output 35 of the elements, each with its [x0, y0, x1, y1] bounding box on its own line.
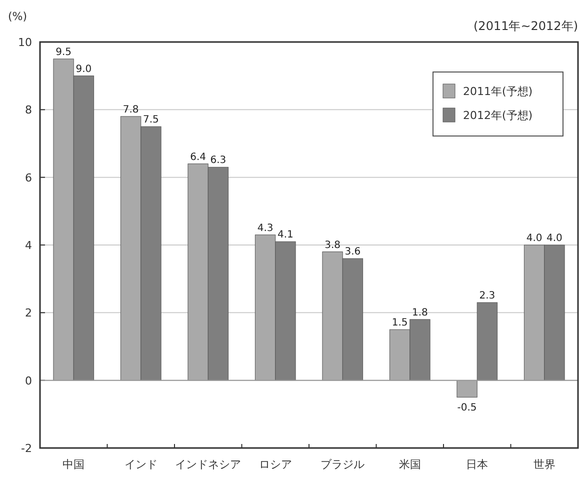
data-label: 4.1 [278, 230, 294, 241]
x-tick-label: ロシア [258, 458, 292, 471]
data-label: 6.3 [210, 155, 226, 166]
y-tick-label: 10 [18, 36, 32, 49]
y-axis-title: (%) [8, 10, 28, 23]
data-label: 7.8 [122, 104, 139, 116]
data-label: 6.4 [190, 152, 206, 163]
data-label: 3.6 [344, 246, 361, 258]
x-tick-label: 中国 [62, 458, 85, 471]
y-tick-label: 0 [25, 374, 32, 388]
data-label: 1.5 [392, 318, 408, 329]
x-tick-label: 米国 [398, 458, 421, 471]
x-tick-label: ブラジル [320, 458, 365, 471]
x-tick-label: 日本 [466, 458, 488, 471]
data-label: 7.5 [143, 114, 159, 126]
y-tick-label: 6 [25, 171, 32, 184]
x-tick-label: 世界 [533, 458, 556, 471]
data-label: 4.3 [257, 222, 274, 234]
legend-label: 2011年(予想) [463, 85, 533, 98]
data-label: 4.0 [526, 233, 542, 244]
data-label: 4.0 [546, 233, 562, 244]
x-tick-label: インドネシア [175, 458, 242, 471]
y-tick-label: 8 [25, 104, 32, 117]
data-label: 3.8 [324, 240, 340, 251]
data-label: 9.0 [76, 64, 92, 75]
y-tick-label: -2 [21, 442, 32, 455]
data-label: 2.3 [479, 290, 496, 302]
x-tick-label: インド [124, 458, 158, 471]
data-label: -0.5 [457, 402, 477, 414]
data-label: 1.8 [412, 307, 428, 318]
text: (2011年~2012年) [474, 19, 578, 33]
y-tick-label: 2 [25, 306, 32, 320]
data-label: 9.5 [56, 46, 72, 58]
y-tick-label: 4 [25, 239, 32, 252]
legend-label: 2012年(予想) [463, 109, 533, 122]
